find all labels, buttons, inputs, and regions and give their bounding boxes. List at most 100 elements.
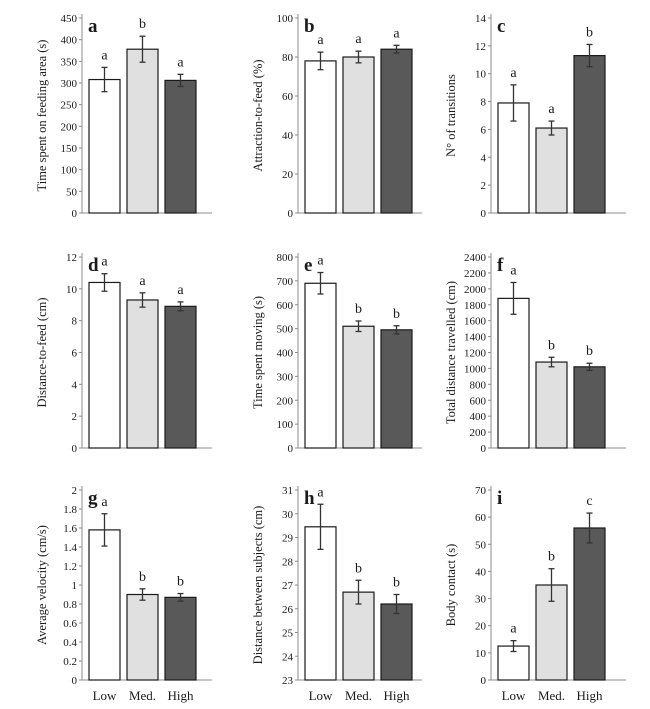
significance-letter: b [586,344,593,359]
panel-letter: f [497,255,504,276]
y-axis-label: Distance-to-feed (cm) [35,297,49,407]
bar-high [573,55,606,214]
bar-med [342,56,375,214]
y-tick-label: 0 [72,443,78,455]
y-tick-label: 100 [277,13,294,25]
y-tick-label: 1400 [464,332,487,344]
significance-letter: a [355,32,362,47]
y-tick-label: 600 [470,395,487,407]
y-tick-label: 400 [61,35,78,47]
panel-letter: b [304,16,315,37]
bar-high [164,596,197,681]
significance-letter: a [177,283,184,298]
bar-med [126,593,159,681]
y-tick-label: 0.2 [63,656,77,668]
panel-i: 0 10 20 30 40 50 60 70 Body contact (s) i a Low b Med… [444,485,626,703]
significance-letter: b [548,338,555,353]
y-tick-label: 70 [475,485,487,497]
y-axis-label: Distance between subjects (cm) [251,506,265,665]
y-tick-label: 25 [282,628,294,640]
panel-letter: h [304,488,315,509]
significance-letter: a [510,66,517,81]
panel-letter: a [88,16,98,37]
y-tick-label: 28 [282,556,294,568]
panel-c: 0 2 4 6 8 10 12 14 N° of transitions c a a b [444,13,626,220]
bar-low [304,526,337,681]
y-tick-label: 0 [481,675,487,687]
y-tick-label: 30 [282,509,294,521]
y-axis-label: Total distance travelled (cm) [444,281,458,424]
y-tick-label: 1200 [464,348,487,360]
y-tick-label: 200 [61,121,78,133]
y-tick-label: 31 [282,485,293,497]
significance-letter: b [355,561,362,576]
significance-letter: a [510,263,517,278]
y-tick-label: 23 [282,675,294,687]
y-tick-label: 27 [282,580,294,592]
y-tick-label: 800 [470,379,487,391]
y-tick-label: 10 [475,69,487,81]
y-tick-label: 24 [282,651,294,663]
bar-low [304,282,337,449]
y-tick-label: 10 [475,648,487,660]
y-axis-label: Average velocity (cm/s) [35,525,49,645]
significance-letter: b [139,570,146,585]
y-tick-label: 100 [61,165,78,177]
panel-letter: e [304,255,312,276]
y-tick-label: 0.8 [63,599,77,611]
y-tick-label: 300 [277,371,294,383]
bar-med [535,127,568,214]
y-tick-label: 2 [72,485,78,497]
x-category-label: Low [502,688,526,703]
y-tick-label: 26 [282,604,294,616]
significance-letter: a [101,48,108,63]
bar-med [342,591,375,681]
significance-letter: a [548,102,555,117]
panel-a: 0 50 100 150 200 250 300 350 400 450 Time spent on… [35,13,212,220]
significance-letter: a [317,33,324,48]
y-tick-label: 1800 [464,300,487,312]
x-category-label: Low [93,688,117,703]
bar-high [380,329,413,449]
bar-med [342,325,375,449]
significance-letter: a [317,485,324,500]
y-tick-label: 2 [481,180,487,192]
panel-h: 23 24 25 26 27 28 29 30 31 Distance between subje… [251,485,422,703]
y-tick-label: 6 [481,124,487,136]
y-tick-label: 0.4 [63,637,77,649]
x-category-label: Med. [129,688,156,703]
y-tick-label: 8 [72,316,78,328]
bar-low [88,281,121,449]
y-tick-label: 500 [277,324,294,336]
significance-letter: a [393,26,400,41]
y-axis-label: Body contact (s) [444,544,458,627]
y-tick-label: 12 [475,41,486,53]
y-tick-label: 1.6 [63,523,77,535]
significance-letter: a [177,55,184,70]
y-tick-label: 450 [61,13,78,25]
y-tick-label: 350 [61,56,78,68]
y-tick-label: 20 [475,621,487,633]
x-category-label: High [577,688,604,703]
y-tick-label: 800 [277,252,294,264]
significance-letter: b [177,575,184,590]
significance-letter: b [548,550,555,565]
y-tick-label: 50 [66,186,78,198]
y-tick-label: 0 [481,443,487,455]
y-axis-label: Time spent moving (s) [251,296,265,409]
y-tick-label: 0 [72,675,78,687]
significance-letter: a [101,495,108,510]
panel-f: 0 200 400 600 800 1000 1200 1400 1600 1800 2000 220… [444,252,626,455]
y-tick-label: 12 [66,252,77,264]
bar-med [535,361,568,449]
panel-letter: d [88,255,99,276]
significance-letter: b [355,302,362,317]
bar-low [497,297,530,449]
bar-low [88,78,121,214]
bar-med [126,48,159,214]
y-axis-label: N° of transitions [444,74,458,157]
significance-letter: c [586,494,592,509]
y-tick-label: 2 [72,411,78,423]
y-tick-label: 40 [282,130,294,142]
bar-high [380,603,413,681]
